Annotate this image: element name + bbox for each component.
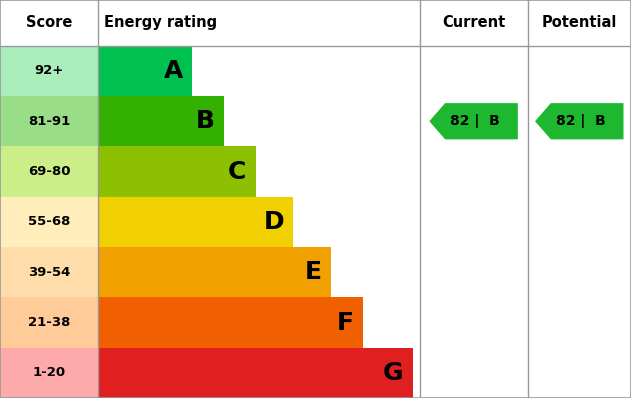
Text: Current: Current	[442, 16, 505, 30]
Bar	[98, 96, 224, 146]
Bar	[0, 197, 98, 247]
Polygon shape	[429, 103, 518, 139]
Text: Potential: Potential	[541, 16, 617, 30]
Bar	[0, 146, 98, 197]
Bar	[98, 197, 293, 247]
Bar	[98, 46, 192, 96]
Bar	[98, 146, 256, 197]
Polygon shape	[535, 103, 623, 139]
Text: E: E	[305, 260, 322, 284]
Text: F: F	[336, 310, 353, 335]
Text: 81-91: 81-91	[28, 115, 70, 128]
Text: 1-20: 1-20	[32, 366, 66, 379]
Bar	[98, 297, 363, 348]
Text: Energy rating: Energy rating	[104, 16, 217, 30]
Bar	[98, 247, 331, 297]
Text: B: B	[196, 109, 215, 133]
Text: Score: Score	[26, 16, 72, 30]
Text: 39-54: 39-54	[28, 266, 70, 279]
Text: A: A	[163, 59, 183, 83]
Bar	[0, 348, 98, 398]
Text: 69-80: 69-80	[28, 165, 70, 178]
Text: 82 |  B: 82 | B	[556, 114, 606, 128]
Text: C: C	[228, 160, 246, 183]
Text: 55-68: 55-68	[28, 215, 70, 228]
Text: 92+: 92+	[34, 64, 64, 78]
Text: 82 |  B: 82 | B	[451, 114, 500, 128]
Text: G: G	[383, 361, 404, 385]
Text: 21-38: 21-38	[28, 316, 70, 329]
Bar	[0, 247, 98, 297]
Text: D: D	[263, 210, 284, 234]
Bar	[0, 96, 98, 146]
Bar	[0, 46, 98, 96]
Bar	[98, 348, 413, 398]
Bar	[0, 297, 98, 348]
